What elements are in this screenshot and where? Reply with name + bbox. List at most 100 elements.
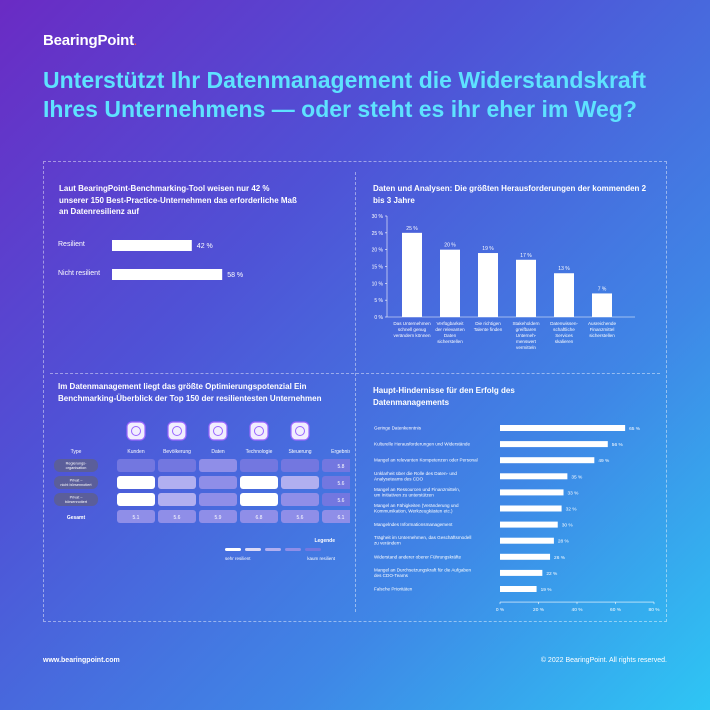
cycle-icon-glyph: [254, 426, 264, 436]
heatmap-cell: [158, 493, 196, 506]
bar-category-label: Mangel an Ressourcen und Finanzmitteln, u…: [374, 487, 460, 498]
panel1-title: Laut BearingPoint-Benchmarking-Tool weis…: [59, 184, 297, 217]
bar-category-label: Nicht resilient: [58, 270, 100, 277]
brand-name: BearingPoint: [43, 32, 134, 49]
people-icon-glyph: [131, 426, 141, 436]
bar-value-label: 58 %: [227, 272, 243, 279]
bar-value-label: 30 %: [562, 523, 574, 529]
bar: [500, 457, 595, 464]
bar-value-label: 13 %: [558, 266, 570, 272]
y-tick-label: 20 %: [372, 248, 384, 254]
heatmap-total-cell: [240, 510, 278, 523]
heatmap-cell: [117, 459, 155, 472]
resilience-bar-chart: Resilient 42 % Nicht resilient 58 %: [58, 240, 243, 280]
bar: [500, 441, 608, 448]
x-category-label: Verfügbarkeit der relevanten Daten sicherst…: [435, 321, 465, 344]
benchmark-heatmap: Kunden Bevölkerung Daten Technologie Steueru…: [54, 421, 350, 523]
bar: [478, 253, 498, 317]
x-tick-label: 40 %: [572, 607, 584, 613]
heatmap-cell: [240, 459, 278, 472]
bar-value-label: 17 %: [520, 253, 532, 259]
bar: [112, 240, 192, 251]
bar: [500, 569, 543, 576]
y-tick-label: 15 %: [372, 265, 384, 271]
heatmap-total-cell: [199, 510, 237, 523]
legend-low-label: sehr resilient: [225, 556, 251, 561]
legend-high-label: kaum resilient: [307, 556, 335, 561]
bar-value-label: 22 %: [546, 571, 558, 577]
heatmap-column-header: Steuerung: [288, 449, 311, 455]
bar: [440, 249, 460, 317]
x-category-label: Datenwissen-schaftliche Services skalieren: [550, 321, 578, 344]
heatmap-column-header: Technologie: [246, 449, 273, 455]
bar-category-label: Mangel an Fähigkeiten (Veränderung und Ko…: [374, 503, 459, 514]
bar: [500, 473, 568, 480]
heatmap-row-label: Privat – börsennotiert: [65, 496, 88, 504]
bar-category-label: Widerstand anderer oberer Führungskräfte: [374, 554, 462, 559]
legend-swatch-3: [265, 548, 281, 551]
heatmap-cell: [281, 476, 319, 489]
compass-icon-glyph: [295, 426, 305, 436]
bar-category-label: Mangel an relevanten Kompetenzen oder Pe…: [374, 458, 478, 463]
x-tick-label: 20 %: [533, 607, 545, 613]
y-tick-label: 10 %: [372, 281, 384, 287]
heatmap-cell: [199, 493, 237, 506]
bar: [500, 489, 564, 496]
compass-icon: [290, 421, 310, 441]
heatmap-total-value: 5.9: [215, 515, 222, 521]
bar-value-label: 33 %: [568, 490, 580, 496]
heatmap-total-value: 5.6: [297, 515, 304, 521]
heatmap-total-value: 6.8: [256, 515, 263, 521]
bar: [500, 425, 626, 431]
heatmap-column-header: Daten: [211, 449, 225, 455]
heatmap-cell: [117, 493, 155, 506]
heatmap-cell: [240, 476, 278, 489]
heatmap-cell: [158, 459, 196, 472]
bar-value-label: 35 %: [571, 474, 583, 480]
heatmap-total-cell: [158, 510, 196, 523]
y-tick-label: 25 %: [372, 231, 384, 237]
heatmap-column-header: Kunden: [127, 449, 144, 455]
heatmap-row-pill: [54, 459, 98, 472]
heatmap-result-cell: [322, 476, 350, 489]
chart-icon: [208, 421, 228, 441]
heatmap-column-header: Ergebnis: [331, 449, 350, 455]
infographic-frame: [43, 161, 667, 622]
bar-value-label: 56 %: [612, 442, 624, 448]
legend-title: Legende: [314, 538, 335, 544]
panel2-title: Daten und Analysen: Die größten Herausfo…: [373, 184, 647, 205]
bar: [500, 537, 554, 544]
bar-category-label: Mangel an Durchsetzungskraft für die Auf…: [374, 567, 471, 578]
bar: [500, 553, 551, 560]
bar-category-label: Geringe Datenkenntnis: [374, 426, 422, 431]
y-tick-label: 0 %: [374, 315, 383, 321]
heatmap-cell: [240, 493, 278, 506]
heatmap-total-cell: [281, 510, 319, 523]
footer-copyright: © 2022 BearingPoint. All rights reserved…: [540, 657, 667, 664]
chart-icon-glyph: [213, 426, 223, 436]
x-tick-label: 80 %: [649, 607, 660, 613]
bar-category-label: Resilient: [58, 241, 85, 248]
heatmap-row-pill: [54, 476, 98, 489]
bar-value-label: 25 %: [406, 226, 418, 232]
legend-swatch-2: [245, 548, 261, 551]
legend-scale: [225, 548, 321, 551]
heatmap-result-cell: [322, 459, 350, 472]
heatmap-total-label: Gesamt: [67, 515, 86, 521]
x-category-label: Ausreichende Finanzmittel sicherstellen: [588, 321, 617, 338]
bar-category-label: Trägheit im Unternehmen, das Geschäftsmo…: [374, 535, 471, 546]
legend-swatch-5: [305, 548, 321, 551]
bar-value-label: 28 %: [558, 539, 570, 545]
footer-website[interactable]: www.bearingpoint.com: [43, 657, 120, 664]
bar-value-label: 32 %: [566, 507, 578, 513]
page-headline: Unterstützt Ihr Datenmanagement die Wide…: [43, 67, 647, 122]
bar-value-label: 65 %: [629, 426, 641, 432]
bar: [554, 273, 574, 317]
heatmap-cell: [199, 459, 237, 472]
challenges-bar-chart: 0 % 5 % 10 % 15 % 20 % 25 % 30 % 25 % Das Untern…: [372, 214, 635, 350]
bar: [402, 232, 422, 317]
bar: [516, 259, 536, 317]
heatmap-cell: [158, 476, 196, 489]
heatmap-cell: [281, 459, 319, 472]
panel-divider-vertical: [355, 172, 356, 612]
